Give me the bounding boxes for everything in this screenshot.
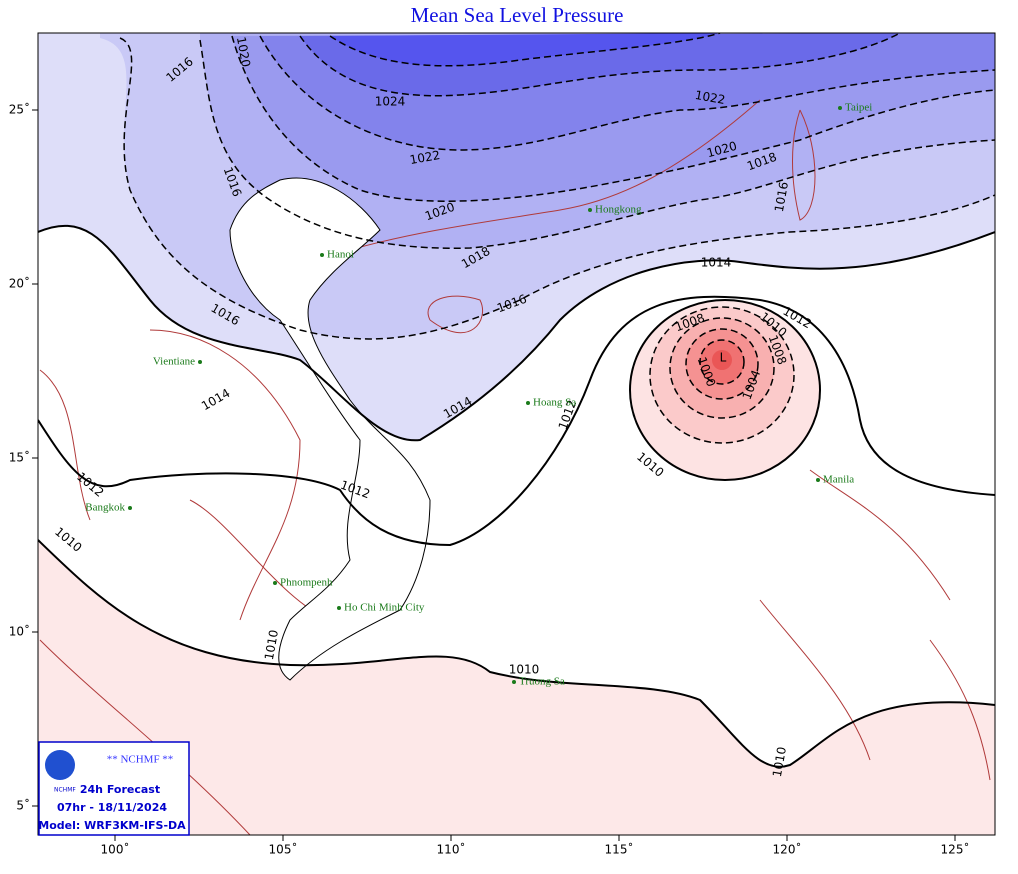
legend-model: Model: WRF3KM-IFS-DA bbox=[38, 819, 186, 832]
y-tick-label: 5˚ bbox=[16, 798, 30, 813]
legend: NCHMF ** NCHMF ** 24h Forecast 07hr - 18… bbox=[38, 741, 190, 836]
map-frame bbox=[37, 32, 996, 836]
x-tick-label: 105˚ bbox=[269, 842, 298, 857]
legend-date: 07hr - 18/11/2024 bbox=[57, 801, 167, 814]
city-marker bbox=[816, 478, 820, 482]
city-label: Manila bbox=[823, 474, 854, 486]
legend-org: ** NCHMF ** bbox=[107, 754, 174, 766]
contour-label: 1016 bbox=[772, 181, 791, 214]
city-marker bbox=[198, 360, 202, 364]
city-label: Hongkong bbox=[595, 204, 642, 216]
city-marker bbox=[337, 606, 341, 610]
city-marker bbox=[838, 106, 842, 110]
city-label: Taipei bbox=[845, 102, 872, 114]
x-tick-label: 110˚ bbox=[437, 842, 466, 857]
city-marker bbox=[512, 680, 516, 684]
x-tick-label: 100˚ bbox=[101, 842, 130, 857]
city-marker bbox=[320, 253, 324, 257]
contour-label: 1022 bbox=[694, 88, 727, 107]
city-marker bbox=[588, 208, 592, 212]
city-label: Bangkok bbox=[85, 502, 125, 514]
logo-text: NCHMF bbox=[54, 787, 76, 794]
y-tick-label: 15˚ bbox=[9, 450, 30, 465]
x-tick-label: 120˚ bbox=[773, 842, 802, 857]
contour-label: 1010 bbox=[509, 663, 540, 677]
title: Mean Sea Level Pressure bbox=[411, 3, 624, 27]
city-marker bbox=[526, 401, 530, 405]
map-area: 1016102010241022102210201018101610161020… bbox=[38, 33, 995, 835]
city-label: Vientiane bbox=[153, 356, 195, 368]
x-tick-label: 125˚ bbox=[941, 842, 970, 857]
city-label: Hoang Sa bbox=[533, 397, 576, 409]
contour-label: 1014 bbox=[701, 256, 732, 270]
city-label: Phnompenh bbox=[280, 577, 333, 589]
contour-label: L bbox=[720, 351, 727, 365]
city-label: Ho Chi Minh City bbox=[344, 602, 425, 614]
x-tick-label: 115˚ bbox=[605, 842, 634, 857]
legend-forecast: 24h Forecast bbox=[80, 783, 160, 796]
y-tick-label: 20˚ bbox=[9, 276, 30, 291]
city-label: Hanoi bbox=[327, 249, 354, 261]
city-marker bbox=[273, 581, 277, 585]
contour-label: 1022 bbox=[409, 148, 442, 167]
city-marker bbox=[128, 506, 132, 510]
contour-label: 1010 bbox=[770, 746, 789, 779]
y-tick-label: 25˚ bbox=[9, 102, 30, 117]
y-tick-label: 10˚ bbox=[9, 624, 30, 639]
city-label: Truong Sa bbox=[519, 676, 565, 688]
contour-label: 1024 bbox=[375, 95, 406, 109]
contour-label: 1020 bbox=[234, 36, 253, 69]
contour-label: 1010 bbox=[262, 629, 281, 662]
